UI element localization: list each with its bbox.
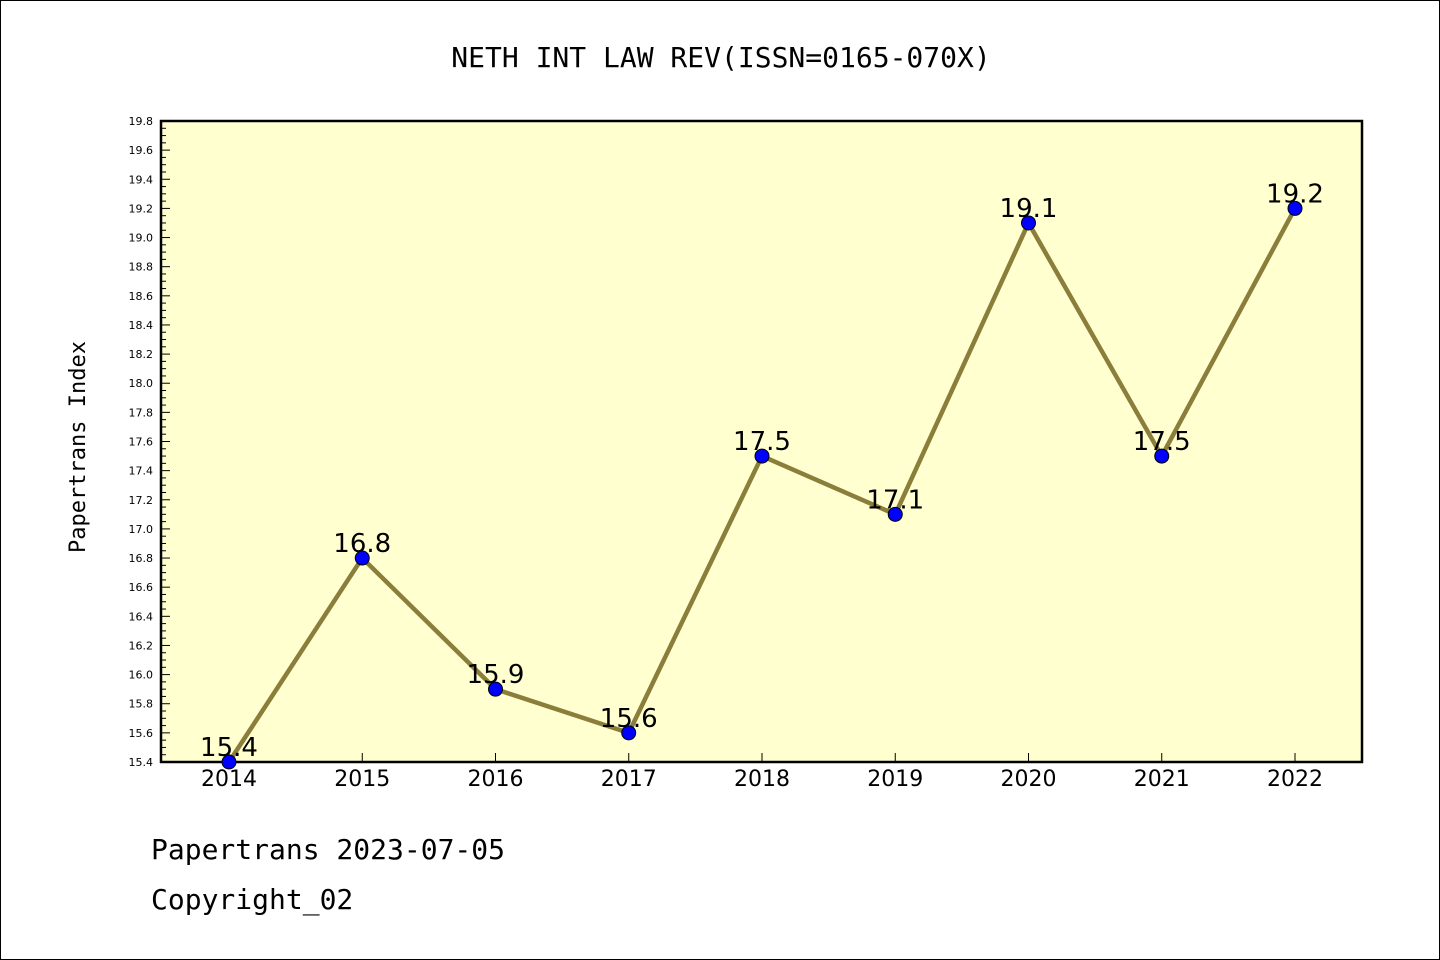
y-tick-label: 16.2 bbox=[129, 639, 154, 652]
x-tick-label: 2017 bbox=[601, 767, 657, 792]
y-tick-label: 16.4 bbox=[129, 610, 154, 623]
data-point bbox=[354, 550, 370, 566]
y-tick-label: 17.4 bbox=[129, 465, 154, 478]
y-tick-label: 15.6 bbox=[129, 727, 154, 740]
y-tick-label: 18.0 bbox=[129, 377, 154, 390]
y-axis-label: Papertrans Index bbox=[66, 341, 91, 553]
x-tick-label: 2018 bbox=[734, 767, 790, 792]
data-label: 15.6 bbox=[600, 704, 658, 734]
data-point bbox=[754, 448, 770, 464]
data-point bbox=[887, 506, 903, 522]
data-label: 15.4 bbox=[200, 733, 258, 763]
y-tick-label: 16.6 bbox=[129, 581, 154, 594]
data-labels: 15.4 16.8 15.9 15.6 17.5 17.1 19.1 17.5 19.2 bbox=[200, 179, 1324, 763]
data-label: 17.5 bbox=[1133, 427, 1191, 457]
x-tick-label: 2014 bbox=[201, 767, 257, 792]
data-label: 17.1 bbox=[866, 485, 924, 515]
data-point bbox=[1287, 200, 1303, 216]
y-tick-label: 18.4 bbox=[129, 319, 154, 332]
y-tick-label: 17.0 bbox=[129, 523, 154, 536]
y-tick-label: 19.2 bbox=[129, 202, 154, 215]
y-tick-label: 19.4 bbox=[129, 173, 154, 186]
footer-source: Papertrans 2023-07-05 bbox=[151, 833, 506, 866]
data-label: 19.2 bbox=[1266, 179, 1324, 209]
y-tick-label: 19.0 bbox=[129, 232, 154, 245]
y-tick-label: 16.0 bbox=[129, 669, 154, 682]
y-tick-label: 19.8 bbox=[129, 115, 154, 128]
x-tick-label: 2019 bbox=[867, 767, 923, 792]
y-tick-label: 16.8 bbox=[129, 552, 154, 565]
plot-area bbox=[159, 119, 1364, 764]
y-tick-label: 17.8 bbox=[129, 406, 154, 419]
y-tick-label: 15.8 bbox=[129, 698, 154, 711]
x-tick-label: 2016 bbox=[468, 767, 524, 792]
data-label: 16.8 bbox=[333, 529, 391, 559]
data-point bbox=[488, 681, 503, 697]
x-tick-label: 2020 bbox=[1001, 767, 1057, 792]
footer-copyright: Copyright_02 bbox=[151, 883, 354, 916]
y-axis: 15.4 15.6 15.8 16.0 16.2 16.4 16.6 16.8 17.0 17.2… bbox=[129, 115, 170, 769]
y-tick-label: 17.2 bbox=[129, 494, 154, 507]
y-tick-label: 17.6 bbox=[129, 436, 154, 449]
data-point bbox=[1154, 448, 1170, 464]
data-label: 19.1 bbox=[1000, 194, 1058, 224]
y-tick-label: 15.4 bbox=[129, 756, 154, 769]
data-point bbox=[1021, 215, 1036, 231]
x-tick-label: 2015 bbox=[334, 767, 390, 792]
x-tick-label: 2021 bbox=[1134, 767, 1190, 792]
y-tick-label: 18.2 bbox=[129, 348, 154, 361]
data-label: 17.5 bbox=[733, 427, 791, 457]
data-point bbox=[221, 754, 237, 770]
data-label: 15.9 bbox=[467, 660, 525, 690]
y-tick-label: 18.6 bbox=[129, 290, 154, 303]
data-point bbox=[621, 725, 637, 741]
chart-title: NETH INT LAW REV(ISSN=0165-070X) bbox=[451, 41, 990, 74]
data-series bbox=[221, 200, 1303, 770]
x-axis: 2014 2015 2016 2017 2018 2019 2020 2021 2022 bbox=[201, 753, 1323, 792]
y-tick-label: 19.6 bbox=[129, 144, 154, 157]
y-tick-label: 18.8 bbox=[129, 261, 154, 274]
x-tick-label: 2022 bbox=[1267, 767, 1323, 792]
